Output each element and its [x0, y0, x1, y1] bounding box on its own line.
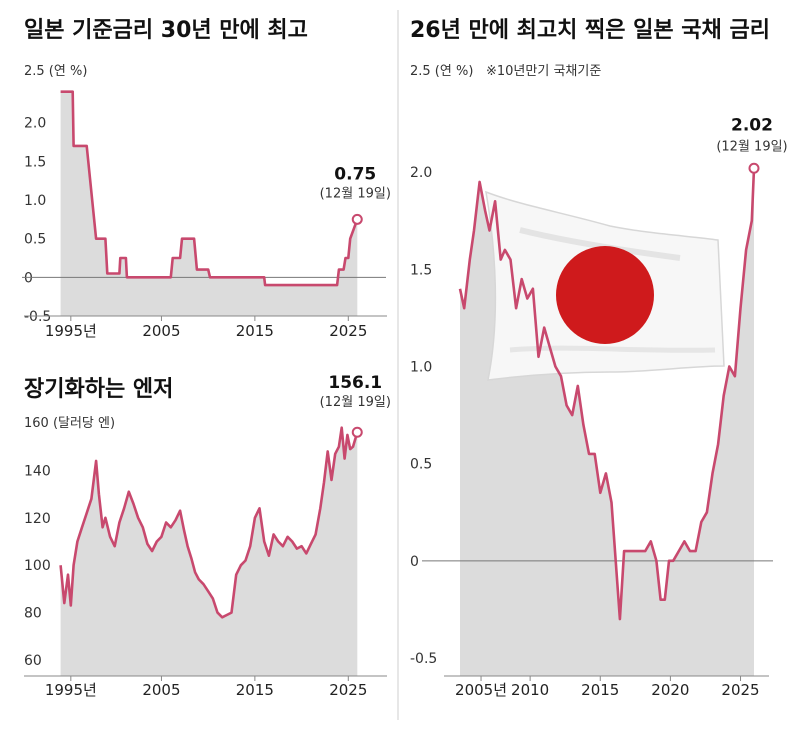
policy-rate-callout-value: 0.75	[334, 164, 376, 184]
yen-y-ticks: 160 (달러당 엔) 140 120 100 80 60	[24, 416, 115, 669]
y-tick-label: 1.5	[24, 154, 46, 170]
yen-callout-value: 156.1	[328, 373, 382, 393]
x-tick-label: 2010	[511, 681, 549, 699]
y-tick-label: -0.5	[410, 651, 437, 667]
unit-label: 160 (달러당 엔)	[24, 416, 115, 431]
jgb-x-ticks: 2005년 2010 2015 2020 2025	[455, 676, 760, 699]
y-tick-label: 2.0	[24, 116, 46, 132]
y-tick-label: -0.5	[24, 309, 51, 325]
yen-callout-date: (12월 19일)	[320, 395, 391, 410]
y-tick-label: 0.5	[24, 232, 46, 248]
yen-area	[60, 427, 358, 676]
policy-rate-y-ticks: 2.5 (연 %) 2.0 1.5 1.0 0.5 0 -0.5	[24, 64, 87, 325]
x-tick-label: 2015	[581, 681, 619, 699]
y-tick-label: 140	[24, 463, 51, 479]
japan-flag-illustration	[485, 190, 725, 381]
yen-x-ticks: 1995년 2005 2015 2025	[45, 676, 367, 699]
jgb-latest-marker	[748, 162, 760, 174]
x-tick-label: 2025	[329, 322, 367, 340]
x-tick-label: 2015	[236, 322, 274, 340]
x-tick-label: 2025	[721, 681, 759, 699]
y-tick-label: 0	[24, 270, 33, 286]
policy-rate-x-ticks: 1995년 2005 2015 2025	[45, 316, 367, 340]
yen-chart: 장기화하는 엔저 160 (달러당 엔) 140 120 100 80 60 1995년 2…	[24, 373, 391, 699]
y-tick-label: 1.0	[24, 193, 46, 209]
x-tick-label: 1995년	[45, 322, 97, 340]
yen-line	[59, 426, 359, 619]
x-tick-label: 2015	[236, 681, 274, 699]
jgb-note: ※10년만기 국채기준	[486, 64, 601, 79]
jgb-callout-value: 2.02	[731, 115, 773, 135]
y-tick-label: 1.5	[410, 262, 432, 278]
flag-red-disc	[556, 246, 654, 344]
x-tick-label: 1995년	[45, 681, 97, 699]
y-tick-label: 120	[24, 511, 51, 527]
yen-latest-marker	[351, 426, 363, 438]
y-tick-label: 100	[24, 558, 51, 574]
yen-title: 장기화하는 엔저	[24, 377, 173, 402]
policy-rate-line	[60, 90, 359, 287]
y-tick-label: 2.0	[410, 165, 432, 181]
policy-rate-title: 일본 기준금리 30년 만에 최고	[24, 18, 308, 43]
x-tick-label: 2025	[329, 681, 367, 699]
jgb-y-ticks: 2.5 (연 %) 2.0 1.5 1.0 0.5 0 -0.5	[410, 64, 473, 667]
y-tick-label: 0	[410, 554, 419, 570]
policy-rate-chart: 일본 기준금리 30년 만에 최고 2.5 (연 %) 2.0 1.5 1.0 0.5 0…	[22, 18, 391, 340]
flag-fold	[509, 345, 716, 353]
jgb-callout-date: (12월 19일)	[716, 139, 787, 154]
policy-rate-callout-date: (12월 19일)	[320, 186, 391, 201]
y-tick-label: 60	[24, 653, 42, 669]
x-tick-label: 2020	[651, 681, 689, 699]
unit-label: 2.5 (연 %)	[24, 64, 87, 79]
x-tick-label: 2005	[142, 322, 180, 340]
y-tick-label: 0.5	[410, 457, 432, 473]
y-tick-label: 80	[24, 606, 42, 622]
policy-rate-latest-marker	[351, 213, 363, 225]
jgb-line	[458, 168, 756, 621]
x-tick-label: 2005년	[455, 681, 507, 699]
y-tick-label: 1.0	[410, 360, 432, 376]
jgb-yield-chart: 26년 만에 최고치 찍은 일본 국채 금리 ※10년만기 국채기준 2.5 (…	[410, 18, 788, 699]
flag-fold	[519, 227, 681, 261]
policy-rate-area	[60, 91, 358, 316]
unit-label: 2.5 (연 %)	[410, 64, 473, 79]
x-tick-label: 2005	[142, 681, 180, 699]
jgb-title: 26년 만에 최고치 찍은 일본 국채 금리	[410, 18, 770, 43]
